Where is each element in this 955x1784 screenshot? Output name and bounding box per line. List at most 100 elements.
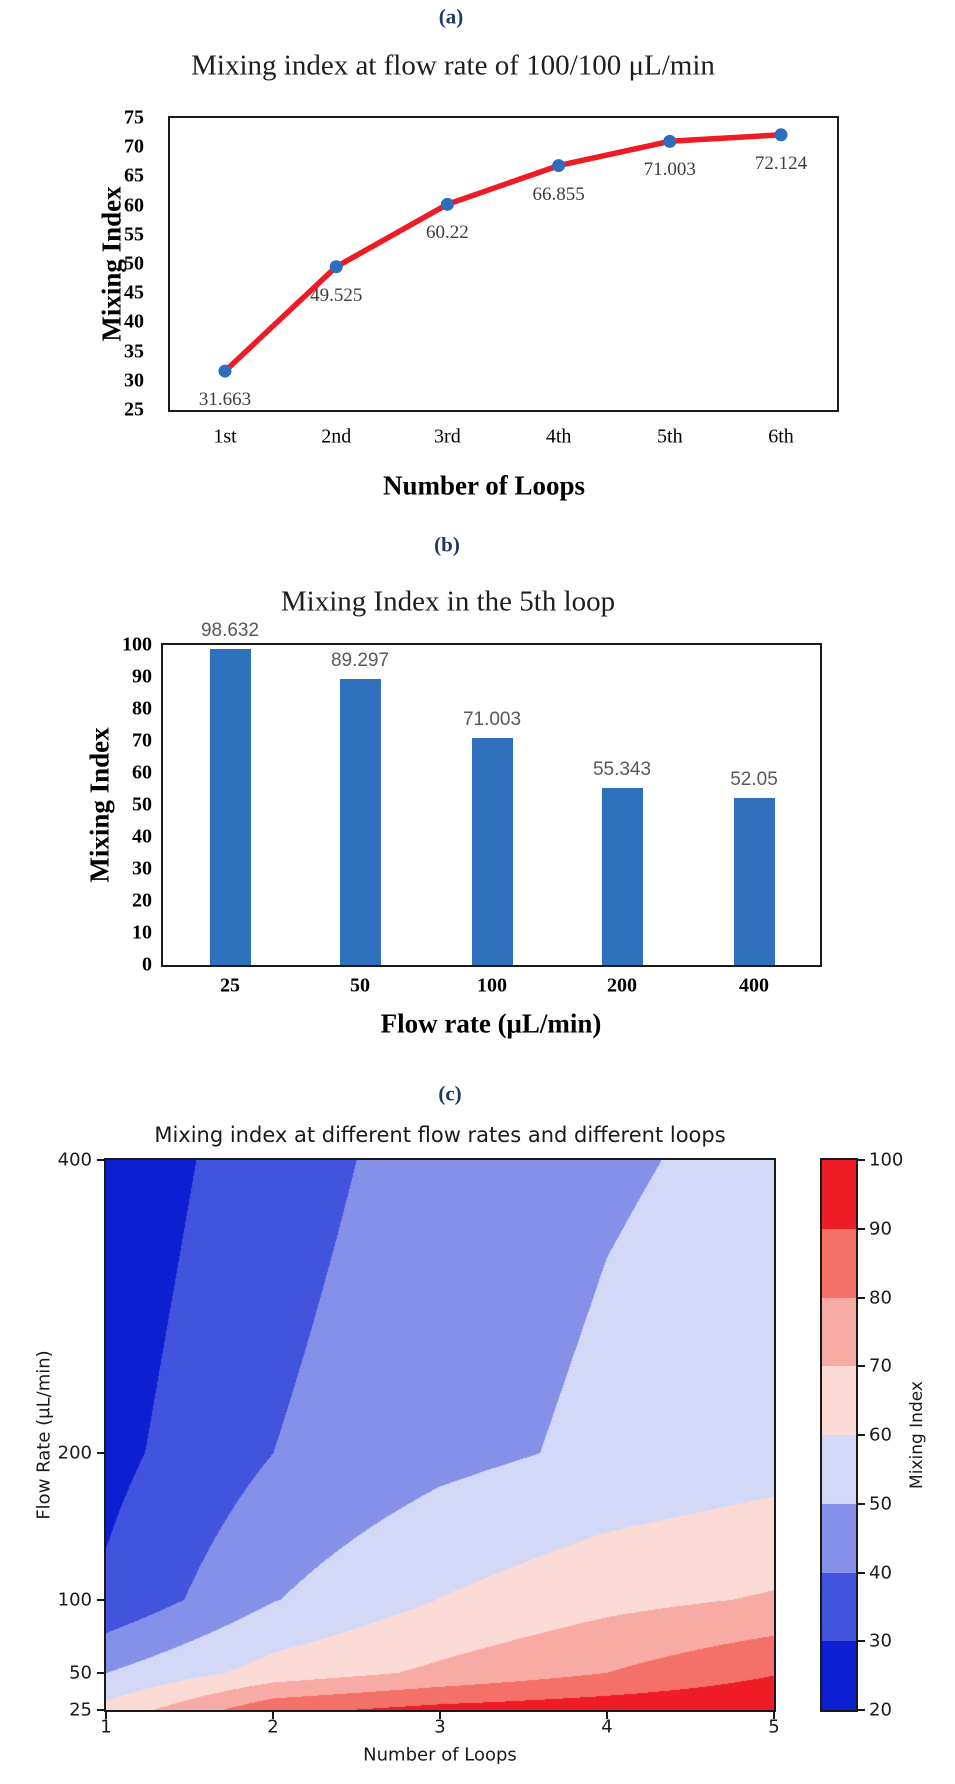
data-point-marker [440, 197, 454, 211]
data-point-label: 60.22 [426, 222, 469, 244]
colorbar [822, 1160, 856, 1710]
colorbar-tick-label: 80 [869, 1287, 892, 1308]
bar [209, 649, 251, 965]
bar-value-label: 98.632 [200, 620, 260, 642]
x-tick-mark [773, 1712, 775, 1719]
colorbar-tick-mark [858, 1365, 865, 1368]
colorbar-tick-label: 30 [869, 1630, 892, 1652]
panel-c-label: (c) [438, 1081, 462, 1106]
panel-c-y-axis-title: Flow Rate (μL/min) [33, 1350, 55, 1520]
bar-value-label: 55.343 [592, 758, 652, 780]
colorbar-tick-label: 60 [869, 1424, 892, 1446]
y-tick-label: 100 [57, 1589, 92, 1611]
colorbar-tick-mark [858, 1502, 865, 1505]
y-tick-mark [97, 1709, 104, 1711]
y-tick-label: 25 [124, 398, 144, 421]
x-tick-label: 4th [545, 425, 572, 448]
y-tick-label: 40 [124, 310, 144, 333]
y-tick-label: 60 [124, 194, 144, 217]
y-tick-label: 10 [132, 921, 152, 944]
x-tick-label: 1st [213, 425, 237, 448]
data-point-label: 49.525 [310, 284, 363, 306]
y-tick-label: 60 [132, 761, 152, 784]
panel-b-title: Mixing Index in the 5th loop [280, 585, 616, 618]
y-tick-label: 50 [69, 1662, 92, 1684]
colorbar-tick-mark [858, 1227, 865, 1230]
colorbar-tick-label: 100 [869, 1149, 904, 1171]
x-tick-label: 100 [477, 974, 507, 997]
colorbar-tick-label: 70 [869, 1355, 892, 1377]
panel-c-plot-frame [104, 1158, 776, 1712]
y-tick-mark [97, 1672, 104, 1675]
y-tick-label: 50 [132, 793, 152, 816]
line-series [222, 132, 784, 374]
x-tick-label: 5 [768, 1716, 780, 1738]
panel-a-title: Mixing index at flow rate of 100/100 μL/… [191, 49, 715, 82]
panel-a-label: (a) [438, 4, 464, 29]
panel-b-label: (b) [434, 532, 460, 557]
y-tick-label: 55 [124, 223, 144, 246]
x-tick-label: 4 [601, 1716, 613, 1738]
data-point-label: 71.003 [643, 159, 696, 181]
colorbar-tick-mark [858, 1159, 865, 1161]
panel-b-plot-frame [161, 643, 822, 967]
y-tick-label: 65 [124, 164, 144, 187]
colorbar-tick-mark [858, 1709, 865, 1711]
x-tick-mark [439, 1712, 441, 1719]
colorbar-tick-label: 40 [869, 1562, 892, 1583]
data-point-marker [218, 364, 232, 378]
panel-a-plot-background [170, 118, 837, 410]
y-tick-label: 90 [132, 665, 152, 688]
y-tick-label: 75 [124, 106, 144, 129]
x-tick-label: 3rd [434, 425, 461, 448]
y-tick-label: 30 [132, 857, 152, 880]
y-tick-label: 70 [132, 729, 152, 752]
data-point-marker [552, 159, 566, 173]
line-series-svg [218, 128, 788, 378]
data-point-marker [774, 128, 788, 142]
data-point-marker [663, 134, 677, 148]
x-tick-label: 3 [434, 1716, 446, 1738]
colorbar-band [822, 1435, 856, 1504]
x-tick-label: 2 [267, 1716, 279, 1738]
x-tick-mark [105, 1712, 107, 1719]
colorbar-axis-title: Mixing Index [907, 1381, 927, 1489]
colorbar-band [822, 1641, 856, 1710]
bar-value-label: 89.297 [330, 650, 390, 672]
y-tick-mark [97, 1159, 104, 1161]
colorbar-tick-mark [858, 1296, 865, 1299]
y-tick-label: 20 [132, 889, 152, 912]
colorbar-tick-mark [858, 1571, 865, 1574]
colorbar-tick-mark [858, 1434, 865, 1436]
x-tick-label: 5th [657, 425, 683, 448]
colorbar-band [822, 1297, 856, 1367]
x-tick-label: 50 [350, 974, 370, 997]
colorbar-band [822, 1160, 856, 1229]
y-tick-mark [97, 1599, 104, 1601]
y-tick-label: 30 [124, 369, 144, 392]
y-tick-label: 80 [132, 697, 152, 720]
panel-b-x-axis-title: Flow rate (μL/min) [380, 1008, 602, 1039]
data-point-label: 72.124 [754, 152, 808, 174]
x-tick-label: 1 [100, 1716, 112, 1738]
colorbar-tick-label: 90 [869, 1218, 892, 1240]
colorbar-tick-label: 50 [869, 1493, 892, 1515]
y-tick-label: 25 [69, 1699, 92, 1721]
bar [601, 787, 643, 965]
x-tick-label: 25 [220, 974, 240, 997]
y-tick-mark [97, 1452, 104, 1455]
y-tick-label: 50 [124, 252, 144, 275]
panel-c-title: Mixing index at different flow rates and… [154, 1123, 726, 1147]
colorbar-band [822, 1572, 856, 1642]
contour-plot-canvas [106, 1160, 774, 1710]
y-tick-label: 400 [57, 1149, 92, 1171]
bar-value-label: 52.05 [730, 769, 778, 791]
panel-b-y-axis-title: Mixing Index [84, 727, 115, 883]
bar [339, 679, 381, 965]
panel-a-y-axis-title: Mixing Index [96, 186, 127, 342]
x-tick-mark [606, 1712, 608, 1719]
x-tick-label: 400 [739, 974, 769, 997]
panel-a-plot-frame [168, 116, 839, 412]
x-tick-label: 6th [768, 425, 794, 448]
y-tick-label: 200 [57, 1442, 92, 1464]
